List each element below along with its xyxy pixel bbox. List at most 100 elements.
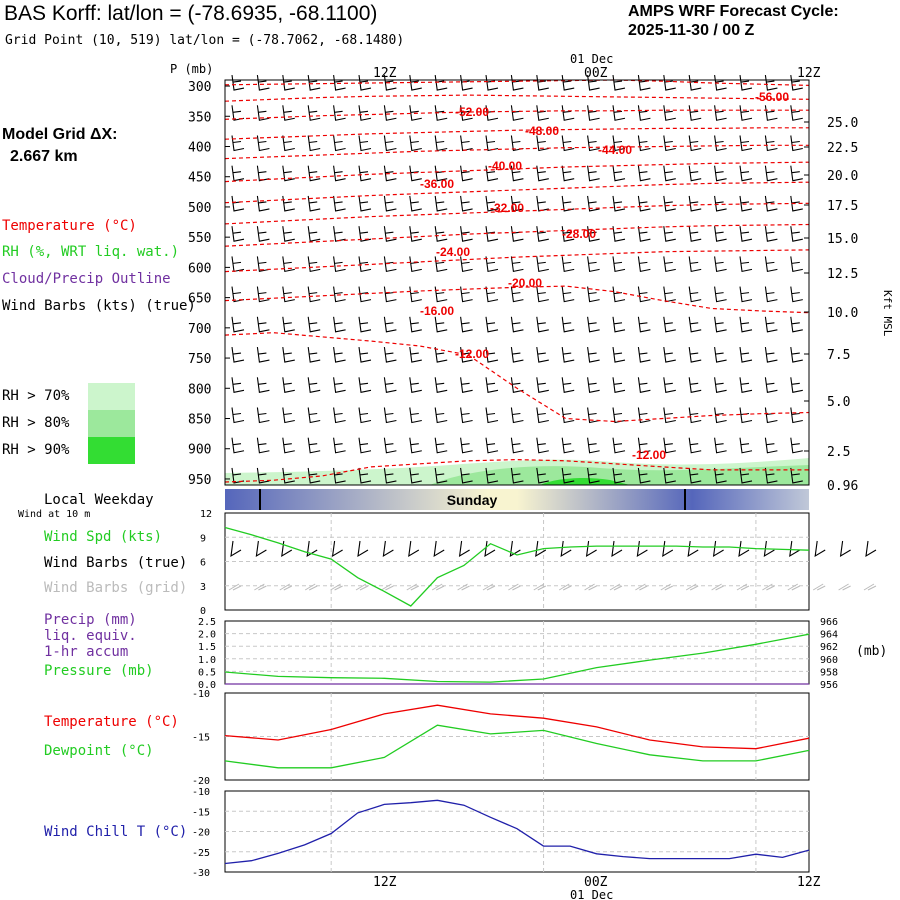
wind-barb-grid	[482, 583, 496, 591]
wind-barb	[409, 437, 422, 454]
pressure-ytick-label: 956	[820, 680, 838, 691]
wind-barb	[282, 407, 295, 424]
wind-barb-grid	[812, 583, 826, 591]
wind-barb	[790, 165, 803, 182]
rh-level-label-80: RH > 80%	[2, 415, 70, 431]
wind-barb	[714, 437, 727, 454]
wind-barb	[714, 226, 727, 242]
height-tick-label: 25.0	[827, 116, 858, 131]
pressure-tick-label: 850	[188, 413, 211, 428]
wind-barb	[536, 256, 549, 273]
height-tick-label: 2.5	[827, 445, 850, 460]
wind-ytick-label: 6	[200, 558, 206, 569]
pressure-tick-label: 750	[188, 352, 211, 367]
wind-barb	[510, 467, 524, 484]
weekday-label: Local Weekday	[44, 492, 154, 508]
precip-accum-label: 1-hr accum	[44, 644, 129, 660]
wind-barb-grid	[584, 583, 597, 591]
pressure-tick-label: 350	[188, 110, 211, 125]
wind-barb-true	[560, 540, 572, 558]
wind-barb	[714, 467, 727, 484]
isotherm-line	[224, 144, 809, 160]
wind-barb	[358, 377, 372, 393]
wind-barb	[561, 195, 575, 212]
pressure-ytick-label: 962	[820, 642, 838, 653]
wind-barb-true	[687, 540, 699, 558]
wind-barb	[510, 407, 524, 424]
wind-barb-true	[814, 540, 826, 558]
wind-barb	[434, 286, 448, 303]
wind-barb	[637, 316, 651, 333]
wind-barb-grid	[660, 583, 674, 591]
wind-barb-true	[535, 540, 547, 558]
wind-barb	[587, 377, 600, 393]
precip-ytick-label: 2.0	[198, 630, 216, 641]
wind-barb	[409, 195, 422, 212]
rh90-area	[540, 477, 630, 485]
pressure-ytick-label: 964	[820, 630, 838, 641]
wind-barb	[383, 346, 397, 363]
wind-barb	[409, 226, 422, 242]
isotherm-label: -12.00	[455, 347, 489, 361]
wind-barbs-true-label: Wind Barbs (true)	[44, 555, 188, 571]
windchill-line	[224, 799, 810, 865]
wind-barb	[612, 135, 626, 152]
wind-barb	[333, 105, 346, 121]
wind-barb	[434, 226, 448, 242]
wind-barb	[307, 377, 321, 393]
wind-barb	[536, 135, 549, 152]
wind-barb	[663, 256, 676, 273]
wind-barb	[663, 165, 676, 182]
wind-barb	[688, 105, 702, 121]
wind-barb-true	[433, 540, 445, 558]
wind-barb	[434, 377, 448, 393]
forecast-cycle-label: AMPS WRF Forecast Cycle:	[628, 3, 839, 20]
wind-barb-grid	[279, 583, 293, 591]
wind-barb	[231, 105, 245, 121]
wind-barb	[231, 165, 245, 182]
wind-barb	[663, 74, 676, 91]
isotherm-line	[224, 249, 810, 273]
wind-barb	[231, 437, 245, 454]
wind-barb	[637, 437, 651, 454]
wind-barb	[485, 467, 499, 484]
wind-barb	[485, 165, 499, 182]
wind-barb	[688, 135, 702, 152]
wind-barb	[536, 316, 549, 333]
wind-barb	[637, 346, 651, 363]
height-tick-label: 17.5	[827, 199, 858, 214]
legend-temperature: Temperature (°C)	[2, 218, 137, 234]
wind-barb	[333, 437, 346, 454]
wind-barb	[460, 316, 473, 333]
wind-barb	[333, 467, 346, 484]
top-time-label: 12Z	[373, 66, 397, 81]
wind-barb	[637, 226, 651, 242]
wind-barb	[536, 165, 549, 182]
wind-barb	[536, 467, 549, 484]
wind-barb	[307, 74, 321, 91]
wind-barb-true	[306, 540, 318, 558]
isotherm-line	[224, 94, 810, 102]
pressure-tick-label: 900	[188, 443, 211, 458]
wind-barb	[434, 407, 448, 424]
wind-barb	[536, 286, 549, 303]
wind-barb	[612, 286, 626, 303]
precip-ytick-label: 0.0	[198, 680, 216, 691]
wind-barb-true	[331, 540, 343, 558]
wind-barb	[510, 74, 524, 91]
bottom-date-label: 01 Dec	[570, 888, 613, 900]
wind-barb	[587, 165, 600, 182]
wind-barb	[333, 74, 346, 91]
wind-barb	[561, 346, 575, 363]
wind-barb	[256, 316, 270, 333]
pressure-tick-label: 700	[188, 322, 211, 337]
height-tick-label: 20.0	[827, 169, 858, 184]
wind-barb	[383, 135, 397, 152]
wind-barb	[714, 346, 727, 363]
isotherms: -56.00 -52.00 -48.00 -44.00 -40.00 -36.00 -32.…	[224, 79, 810, 483]
wind-barbs-grid	[231, 74, 803, 484]
wind-barb	[688, 165, 702, 182]
wind-barb	[561, 74, 575, 91]
wind-barb	[612, 165, 626, 182]
isotherm-line	[224, 332, 810, 423]
